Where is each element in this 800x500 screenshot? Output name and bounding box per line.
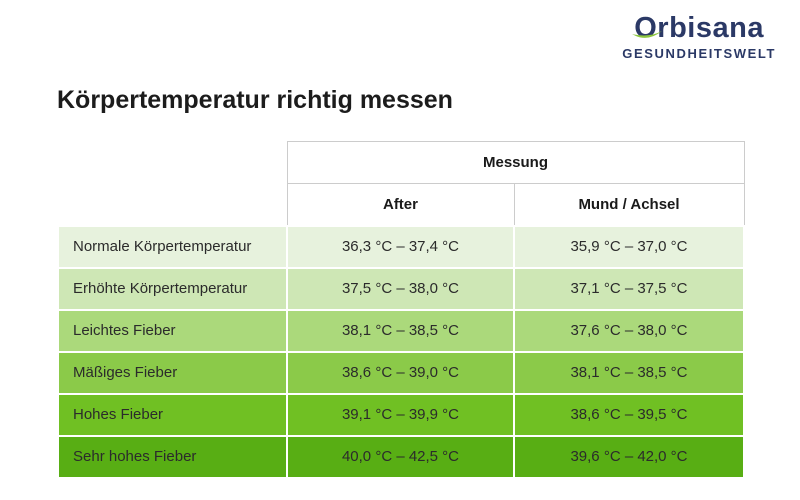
mund-value-cell: 38,6 °C – 39,5 °C [513, 392, 745, 437]
after-value-cell: 38,6 °C – 39,0 °C [286, 350, 515, 395]
row-label-cell: Erhöhte Körpertemperatur [57, 266, 288, 311]
after-value-cell: 36,3 °C – 37,4 °C [286, 224, 515, 269]
row-label-cell: Normale Körpertemperatur [57, 224, 288, 269]
leaf-icon [632, 31, 663, 39]
logo-brand: Orbisana [632, 12, 764, 44]
logo-subtitle: GESUNDHEITSWELT [622, 46, 776, 62]
table-body: Normale Körpertemperatur 36,3 °C – 37,4 °… [57, 224, 745, 479]
mund-value-cell: 38,1 °C – 38,5 °C [513, 350, 745, 395]
header-messung: Messung [286, 141, 745, 184]
header-after: After [286, 183, 515, 226]
table-row: Mäßiges Fieber 38,6 °C – 39,0 °C 38,1 °C –… [57, 350, 745, 395]
header-mund-achsel: Mund / Achsel [513, 183, 745, 226]
table-row: Hohes Fieber 39,1 °C – 39,9 °C 38,6 °C – 3… [57, 392, 745, 437]
after-value-cell: 37,5 °C – 38,0 °C [286, 266, 515, 311]
logo-brand-text: Orbisana [634, 12, 764, 44]
after-value-cell: 38,1 °C – 38,5 °C [286, 308, 515, 353]
header-spacer-cell [58, 141, 287, 184]
table-row: Sehr hohes Fieber 40,0 °C – 42,5 °C 39,6 °… [57, 434, 745, 479]
temperature-table: Messung After Mund / Achsel Normale Körp… [57, 141, 745, 479]
header-row-group: Messung [58, 141, 745, 184]
mund-value-cell: 35,9 °C – 37,0 °C [513, 224, 745, 269]
mund-value-cell: 37,1 °C – 37,5 °C [513, 266, 745, 311]
after-value-cell: 39,1 °C – 39,9 °C [286, 392, 515, 437]
logo: Orbisana GESUNDHEITSWELT [622, 12, 776, 62]
mund-value-cell: 39,6 °C – 42,0 °C [513, 434, 745, 479]
table-header: Messung After Mund / Achsel [58, 141, 745, 226]
row-label-cell: Hohes Fieber [57, 392, 288, 437]
page-title: Körpertemperatur richtig messen [57, 86, 453, 114]
table-row: Erhöhte Körpertemperatur 37,5 °C – 38,0 °… [57, 266, 745, 311]
row-label-cell: Leichtes Fieber [57, 308, 288, 353]
header-row-columns: After Mund / Achsel [58, 183, 745, 226]
row-label-cell: Sehr hohes Fieber [57, 434, 288, 479]
after-value-cell: 40,0 °C – 42,5 °C [286, 434, 515, 479]
table-row: Leichtes Fieber 38,1 °C – 38,5 °C 37,6 °C … [57, 308, 745, 353]
table-row: Normale Körpertemperatur 36,3 °C – 37,4 °… [57, 224, 745, 269]
row-label-cell: Mäßiges Fieber [57, 350, 288, 395]
mund-value-cell: 37,6 °C – 38,0 °C [513, 308, 745, 353]
header-spacer-cell [58, 183, 287, 226]
